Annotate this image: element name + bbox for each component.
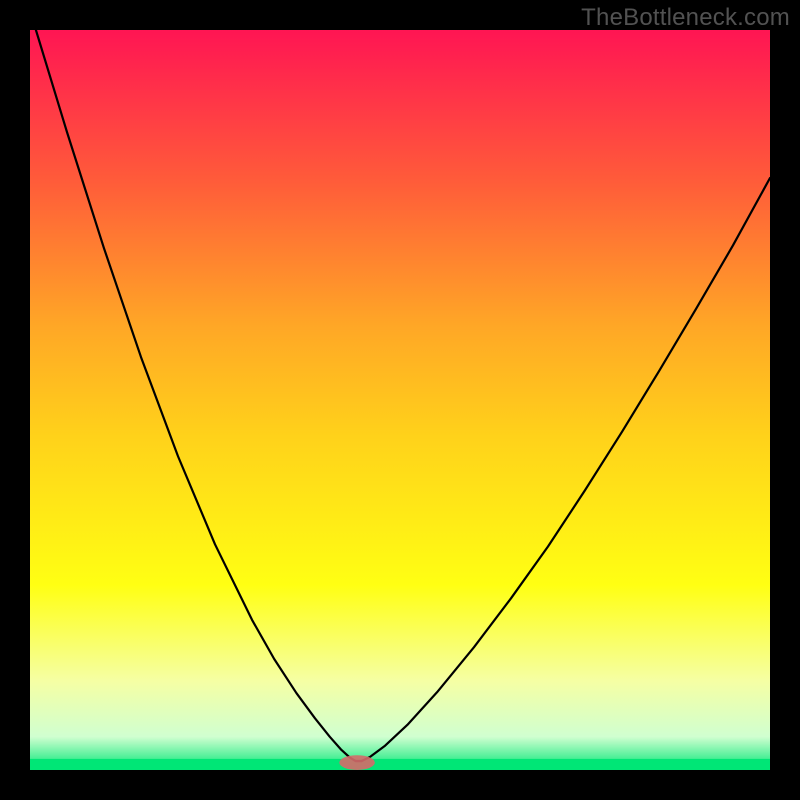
green-safe-band <box>30 759 770 770</box>
plot-area <box>30 30 770 770</box>
watermark-label: TheBottleneck.com <box>581 4 790 32</box>
bottleneck-curve-chart <box>30 30 770 770</box>
gradient-background <box>30 30 770 770</box>
optimal-point-marker <box>339 755 375 770</box>
chart-container: TheBottleneck.com <box>0 0 800 800</box>
